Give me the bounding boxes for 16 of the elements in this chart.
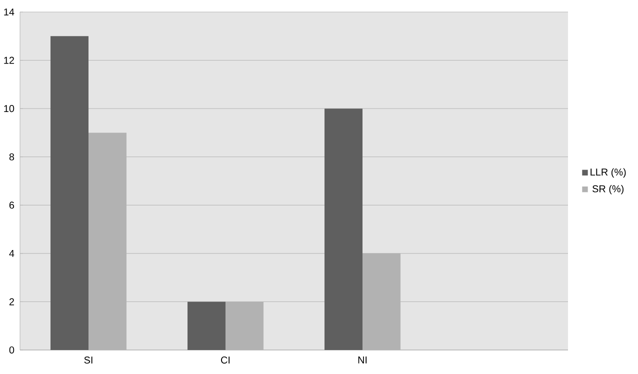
y-tick-label: 8 [9,153,14,160]
y-tick-label: 10 [4,105,14,112]
x-tick-label: CI [221,356,230,364]
bar [50,36,89,350]
legend-label: SR (%) [592,184,624,194]
x-tick-label: NI [358,356,367,364]
bar [188,302,226,350]
y-tick-label: 6 [9,202,14,209]
legend-label: LLR (%) [590,168,626,178]
y-tick-label: 2 [9,298,14,306]
y-tick-label: 4 [9,250,14,257]
y-tick-label: 14 [4,8,14,16]
bar [324,108,363,350]
y-tick-label: 12 [4,56,14,64]
x-tick-label: SI [84,356,92,364]
y-tick-label: 0 [9,346,14,354]
